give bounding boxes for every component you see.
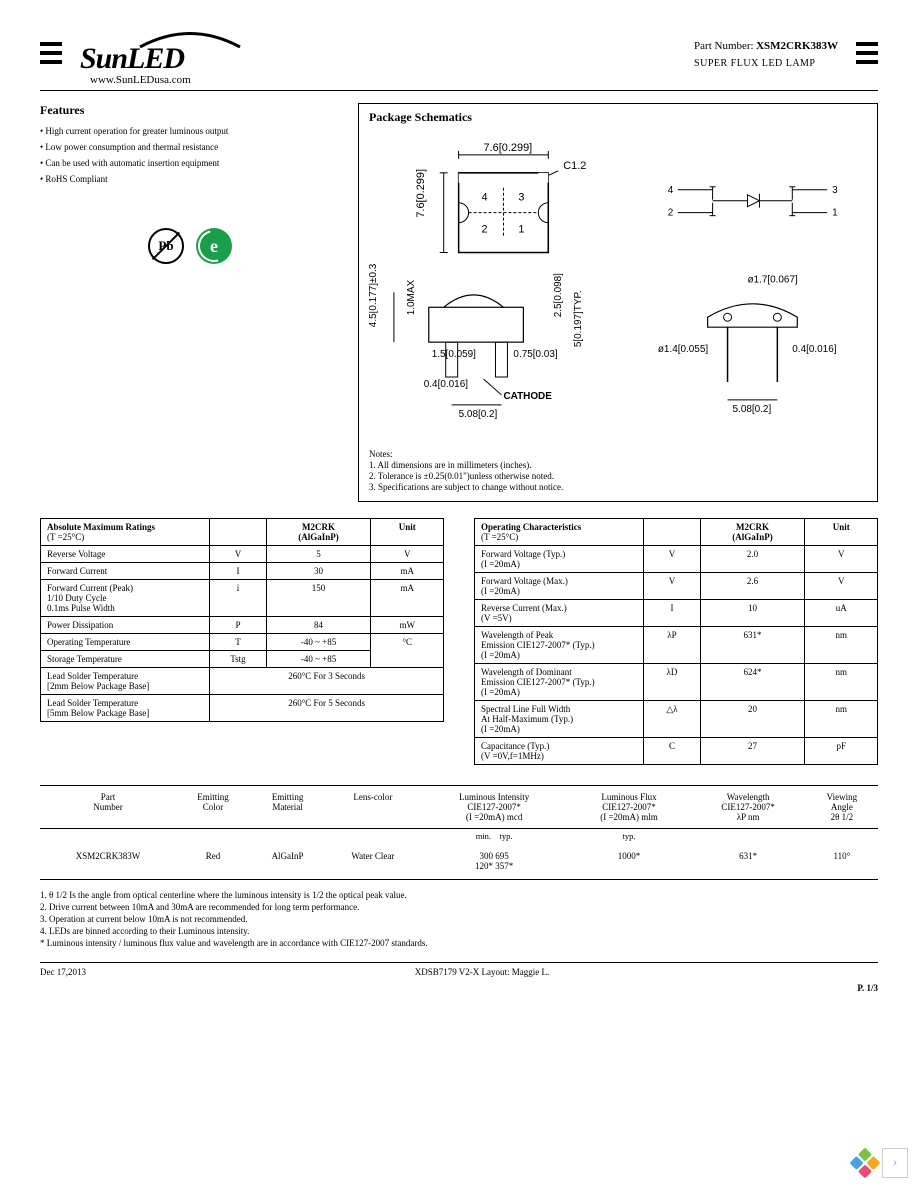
table-row: Forward Current (Peak) 1/10 Duty Cycle 0… [41,579,444,616]
svg-text:1.0MAX: 1.0MAX [406,280,417,316]
svg-text:2.5[0.098]: 2.5[0.098] [553,273,564,317]
op-title: Operating Characteristics [481,522,581,532]
table-row: Forward Voltage (Typ.) (I =20mA)V2.0V [475,545,878,572]
table-row: Reverse Current (Max.) (V =5V)I10uA [475,599,878,626]
schematic-box: Package Schematics 7.6[0.299] C1.2 [358,103,878,502]
op-char-table-wrap: Operating Characteristics(T =25°C) M2CRK… [474,518,878,765]
svg-text:2: 2 [668,208,674,219]
feature-item: Low power consumption and thermal resist… [40,142,340,152]
product-subtitle: SUPER FLUX LED LAMP [694,58,838,69]
footer-doc: XDSB7179 V2-X Layout: Maggie L. [415,967,550,977]
table-row: Capacitance (Typ.) (V =0V,f=1MHz)C27pF [475,737,878,764]
table-row: Operating TemperatureT-40 ~ +85°C [41,633,444,650]
svg-text:5[0.197]TYP.: 5[0.197]TYP. [573,290,584,347]
svg-text:C1.2: C1.2 [563,160,586,172]
note-item: 3. Specifications are subject to change … [369,482,867,492]
page-header: SunLED www.SunLEDusa.com Part Number: XS… [40,30,878,91]
svg-text:4: 4 [668,185,674,196]
svg-text:0.4[0.016]: 0.4[0.016] [792,344,836,355]
svg-text:3: 3 [832,185,838,196]
part-number: XSM2CRK383W [756,40,838,52]
header-right: Part Number: XSM2CRK383W SUPER FLUX LED … [694,30,878,69]
footnote: 3. Operation at current below 10mA is no… [40,914,878,924]
abs-max-ratings-table: Absolute Maximum Ratings(T =25°C) M2CRK … [40,518,444,722]
header-left: SunLED www.SunLEDusa.com [40,30,255,86]
menu-icon-right[interactable] [856,42,878,64]
schematic-notes: Notes: 1. All dimensions are in millimet… [369,449,867,492]
svg-text:0.75[0.03]: 0.75[0.03] [513,349,557,360]
table-row: Power DissipationP84mW [41,616,444,633]
part-info: Part Number: XSM2CRK383W SUPER FLUX LED … [694,40,838,69]
svg-text:CATHODE: CATHODE [503,391,552,402]
svg-text:2: 2 [482,224,488,236]
feature-item: Can be used with automatic insertion equ… [40,158,340,168]
footnote: 4. LEDs are binned according to their Lu… [40,926,878,936]
logo: SunLED www.SunLEDusa.com [80,30,255,86]
svg-text:ø1.4[0.055]: ø1.4[0.055] [658,344,709,355]
features-title: Features [40,103,340,118]
specs-tables-row: Absolute Maximum Ratings(T =25°C) M2CRK … [40,518,878,765]
company-url: www.SunLEDusa.com [90,74,255,86]
chip-col: M2CRK (AlGaInP) [266,518,371,545]
svg-text:5.08[0.2]: 5.08[0.2] [459,409,498,420]
svg-text:4: 4 [482,192,488,204]
next-page-button[interactable]: › [882,1148,908,1178]
note-item: 1. All dimensions are in millimeters (in… [369,460,867,470]
menu-icon[interactable] [40,42,62,64]
schematics-title: Package Schematics [369,110,867,125]
page-number: P. 1/3 [40,983,878,993]
footnote: 1. θ 1/2 Is the angle from optical cente… [40,890,878,900]
table-row: Forward CurrentI30mA [41,562,444,579]
svg-text:7.6[0.299]: 7.6[0.299] [415,169,427,218]
svg-text:5.08[0.2]: 5.08[0.2] [733,404,772,415]
unit-col: Unit [371,518,444,545]
svg-text:1: 1 [832,208,838,219]
rohs-icon: e [196,228,232,264]
abs-title: Absolute Maximum Ratings [47,522,155,532]
svg-text:ø1.7[0.067]: ø1.7[0.067] [747,274,798,285]
footnotes: 1. θ 1/2 Is the angle from optical cente… [40,890,878,948]
package-schematic-diagram: 7.6[0.299] C1.2 4 3 2 1 [369,133,867,442]
table-row: Wavelength of Dominant Emission CIE127-2… [475,663,878,700]
unit-col: Unit [805,518,878,545]
svg-text:0.4[0.016]: 0.4[0.016] [424,379,468,390]
svg-text:3: 3 [518,192,524,204]
nav-dots-icon[interactable] [849,1147,880,1178]
notes-title: Notes: [369,449,867,459]
operating-characteristics-table: Operating Characteristics(T =25°C) M2CRK… [474,518,878,765]
features-section: Features High current operation for grea… [40,103,340,502]
page-footer: Dec 17,2013 XDSB7179 V2-X Layout: Maggie… [40,962,878,977]
features-list: High current operation for greater lumin… [40,126,340,184]
table-row: Forward Voltage (Max.) (I =20mA)V2.6V [475,572,878,599]
schematics-section: Package Schematics 7.6[0.299] C1.2 [358,103,878,502]
svg-text:1.5[0.059]: 1.5[0.059] [432,349,476,360]
footnote: 2. Drive current between 10mA and 30mA a… [40,902,878,912]
table-row: Spectral Line Full Width At Half-Maximum… [475,700,878,737]
table-row: Lead Solder Temperature [2mm Below Packa… [41,667,444,694]
main-content-row: Features High current operation for grea… [40,103,878,502]
table-row: Lead Solder Temperature [5mm Below Packa… [41,694,444,721]
chip-col: M2CRK (AlGaInP) [700,518,805,545]
bottom-nav: › [854,1148,908,1178]
table-row: Wavelength of Peak Emission CIE127-2007*… [475,626,878,663]
certification-icons: Pb e [40,228,340,264]
table-row: Reverse VoltageV5V [41,545,444,562]
svg-text:4.5[0.177]±0.3: 4.5[0.177]±0.3 [369,263,379,327]
note-item: 2. Tolerance is ±0.25(0.01")unless other… [369,471,867,481]
lead-free-icon: Pb [148,228,184,264]
footnote: * Luminous intensity / luminous flux val… [40,938,878,948]
product-summary-table: Part NumberEmitting ColorEmitting Materi… [40,785,878,880]
feature-item: High current operation for greater lumin… [40,126,340,136]
abs-max-table-wrap: Absolute Maximum Ratings(T =25°C) M2CRK … [40,518,444,722]
svg-text:1: 1 [518,224,524,236]
svg-text:7.6[0.299]: 7.6[0.299] [484,142,533,154]
feature-item: RoHS Compliant [40,174,340,184]
part-label: Part Number: [694,40,754,52]
footer-date: Dec 17,2013 [40,967,86,977]
